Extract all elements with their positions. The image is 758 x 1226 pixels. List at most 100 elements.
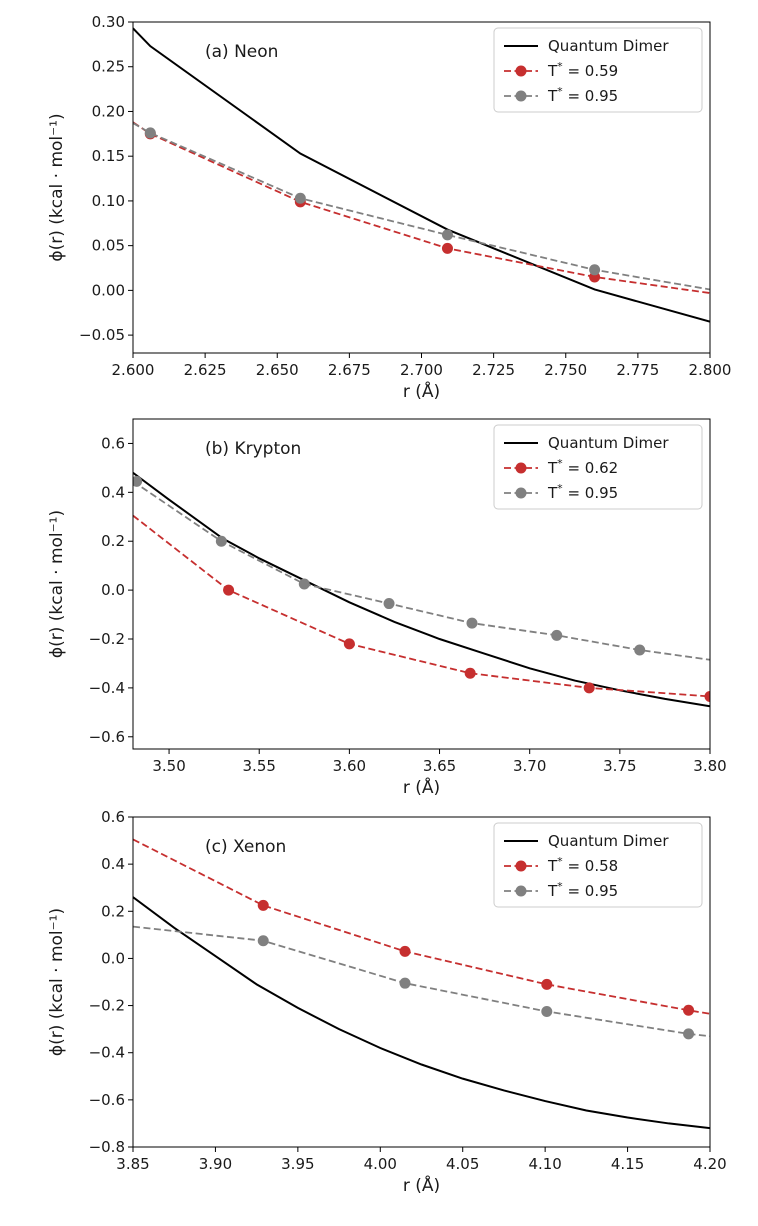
y-tick-label: 0.4 bbox=[101, 855, 125, 873]
data-point-krypton-1-0 bbox=[223, 584, 235, 596]
legend-label-rest: = 0.95 bbox=[563, 87, 619, 105]
y-tick-label: 0.25 bbox=[92, 58, 125, 76]
legend-label-main: T bbox=[547, 62, 558, 80]
x-tick-label: 2.800 bbox=[689, 361, 732, 379]
x-tick-label: 2.775 bbox=[616, 361, 659, 379]
y-tick-label: 0.2 bbox=[101, 902, 125, 920]
data-point-krypton-1-4 bbox=[704, 690, 710, 702]
series-line-xenon-2 bbox=[133, 925, 710, 1038]
x-tick-label: 2.675 bbox=[328, 361, 371, 379]
x-tick-label: 3.95 bbox=[281, 1155, 314, 1173]
data-point-krypton-1-1 bbox=[343, 638, 355, 650]
y-tick-label: 0.30 bbox=[92, 13, 125, 31]
legend-label-rest: = 0.95 bbox=[563, 882, 619, 900]
plot-area bbox=[133, 27, 710, 323]
axes-frame bbox=[132, 816, 711, 1148]
y-tick-label: 0.4 bbox=[101, 483, 125, 501]
y-tick-label: 0.20 bbox=[92, 102, 125, 120]
panel-krypton: 3.50 3.55 3.60 3.65 3.70 3.75 3.80 −0.6 −0.4 −0.2… bbox=[47, 418, 727, 798]
legend-label-rest: = 0.58 bbox=[563, 857, 619, 875]
x-tick-label: 2.700 bbox=[400, 361, 443, 379]
data-point-krypton-2-1 bbox=[215, 535, 227, 547]
x-tick-label: 3.60 bbox=[333, 757, 366, 775]
plot-area bbox=[133, 471, 710, 708]
legend-box bbox=[493, 424, 703, 510]
x-axis-label: r (Å) bbox=[403, 380, 440, 402]
legend-label-sup: * bbox=[557, 482, 563, 495]
x-tick-label: 4.05 bbox=[446, 1155, 479, 1173]
data-point-neon-2-1 bbox=[294, 192, 306, 204]
legend-label-main: T bbox=[547, 484, 558, 502]
x-tick-label: 2.650 bbox=[256, 361, 299, 379]
legend-label-rest: = 0.95 bbox=[563, 484, 619, 502]
data-point-xenon-2-1 bbox=[399, 977, 411, 989]
data-point-xenon-2-0 bbox=[257, 935, 269, 947]
y-tick-label: −0.6 bbox=[89, 1091, 125, 1109]
plot-area bbox=[133, 838, 710, 1130]
data-point-krypton-2-6 bbox=[634, 644, 646, 656]
legend-label: T* = 0.95 bbox=[547, 482, 618, 502]
legend-label-main: T bbox=[547, 857, 558, 875]
y-tick-label: 0.6 bbox=[101, 808, 125, 826]
data-point-krypton-2-0 bbox=[133, 475, 143, 487]
legend-label: T* = 0.95 bbox=[547, 85, 618, 105]
x-tick-label: 3.75 bbox=[603, 757, 636, 775]
legend-label-rest: = 0.62 bbox=[563, 459, 619, 477]
axes-frame bbox=[132, 418, 711, 750]
x-tick-label: 3.80 bbox=[693, 757, 726, 775]
x-tick-label: 2.625 bbox=[184, 361, 227, 379]
legend-label-sup: * bbox=[557, 60, 563, 73]
legend-label: Quantum Dimer bbox=[548, 832, 669, 850]
x-tick-label: 2.750 bbox=[544, 361, 587, 379]
x-tick-label: 4.20 bbox=[693, 1155, 726, 1173]
legend-label-main: T bbox=[547, 882, 558, 900]
y-tick-label: 0.10 bbox=[92, 192, 125, 210]
data-point-krypton-2-5 bbox=[551, 629, 563, 641]
data-point-xenon-1-3 bbox=[683, 1004, 695, 1016]
legend-label-main: T bbox=[547, 459, 558, 477]
x-axis-label: r (Å) bbox=[403, 1174, 440, 1196]
legend-label-sup: * bbox=[557, 880, 563, 893]
legend-marker bbox=[515, 885, 527, 897]
legend-marker bbox=[515, 90, 527, 102]
y-tick-label: −0.2 bbox=[89, 630, 125, 648]
data-point-neon-1-2 bbox=[441, 242, 453, 254]
y-tick-label: −0.8 bbox=[89, 1138, 125, 1156]
series-line-neon-2 bbox=[133, 122, 710, 291]
data-point-krypton-2-3 bbox=[383, 598, 395, 610]
data-point-xenon-1-2 bbox=[541, 978, 553, 990]
series-line-krypton-1 bbox=[133, 514, 710, 698]
legend-box bbox=[493, 822, 703, 908]
legend-label: T* = 0.62 bbox=[547, 457, 618, 477]
data-point-krypton-1-3 bbox=[583, 682, 595, 694]
data-point-neon-2-3 bbox=[589, 264, 601, 276]
legend-marker bbox=[515, 65, 527, 77]
y-tick-label: 0.05 bbox=[92, 237, 125, 255]
y-tick-label: 0.0 bbox=[101, 581, 125, 599]
legend-label: T* = 0.58 bbox=[547, 855, 618, 875]
legend-label-main: T bbox=[547, 87, 558, 105]
panel-neon: 2.600 2.625 2.650 2.675 2.700 2.725 2.750 2.775… bbox=[47, 13, 731, 402]
legend-label-sup: * bbox=[557, 85, 563, 98]
legend-label-sup: * bbox=[557, 855, 563, 868]
data-point-krypton-1-2 bbox=[464, 667, 476, 679]
y-axis-label: ϕ(r) (kcal · mol⁻¹) bbox=[47, 510, 67, 658]
y-tick-label: 0.2 bbox=[101, 532, 125, 550]
legend-marker bbox=[515, 860, 527, 872]
x-tick-label: 4.15 bbox=[611, 1155, 644, 1173]
y-tick-label: 0.00 bbox=[92, 281, 125, 299]
x-tick-label: 3.90 bbox=[199, 1155, 232, 1173]
data-point-neon-2-2 bbox=[441, 229, 453, 241]
y-tick-label: 0.0 bbox=[101, 949, 125, 967]
series-line-krypton-2 bbox=[133, 480, 710, 661]
data-point-xenon-1-1 bbox=[399, 945, 411, 957]
data-point-xenon-2-3 bbox=[683, 1028, 695, 1040]
legend-label-rest: = 0.59 bbox=[563, 62, 619, 80]
data-point-xenon-1-0 bbox=[257, 899, 269, 911]
x-tick-label: 4.00 bbox=[364, 1155, 397, 1173]
legend-marker bbox=[515, 487, 527, 499]
